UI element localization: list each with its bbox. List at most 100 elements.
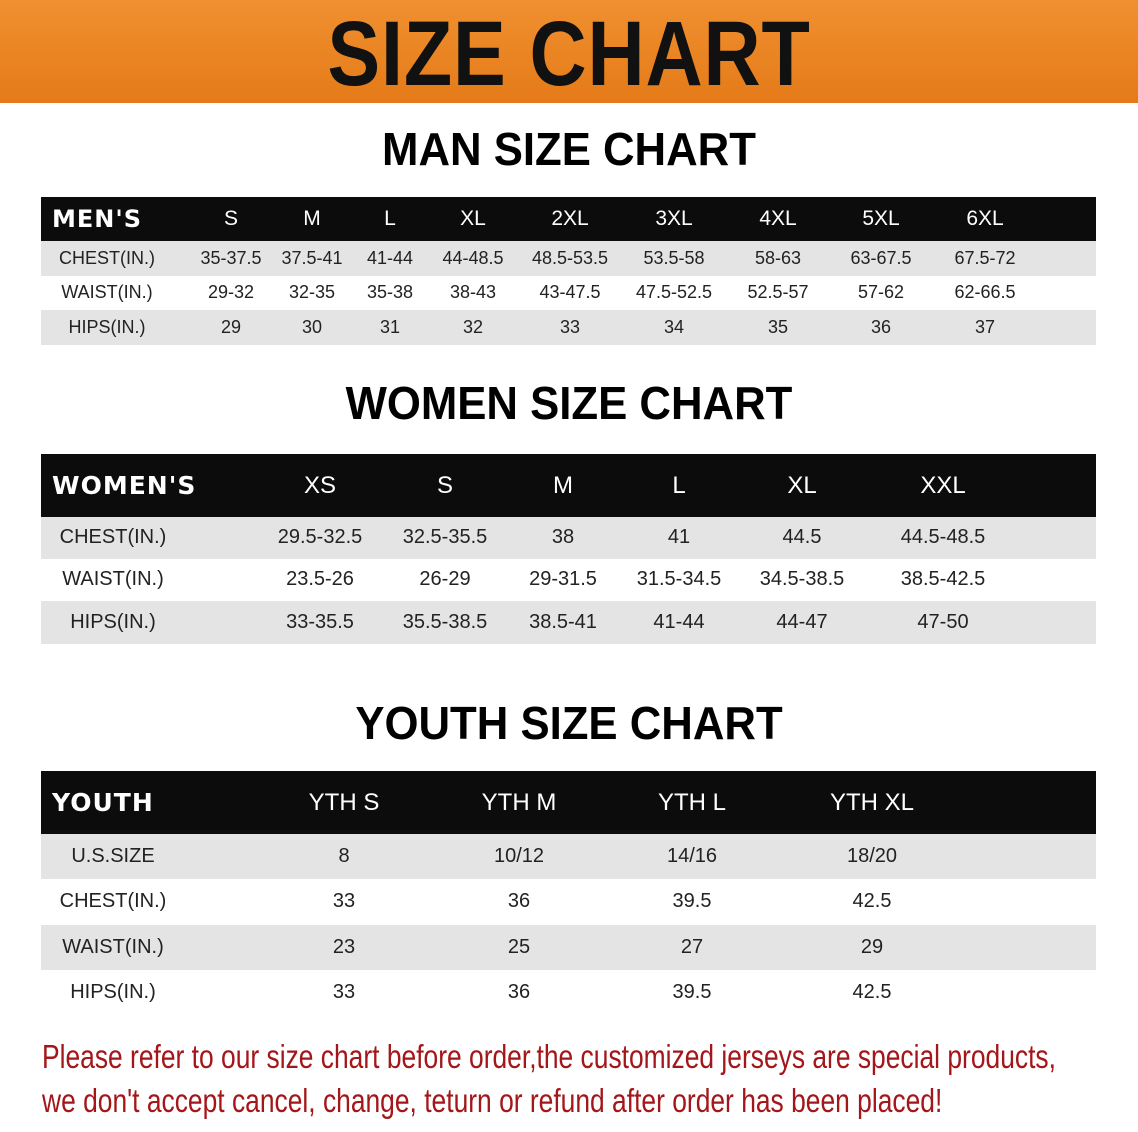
table-cell: 34.5-38.5 (759, 568, 845, 590)
size-column-header: XXL (920, 471, 966, 499)
table-cell: 33 (332, 980, 356, 1003)
men-size-table: MEN'S S M L XL 2XL 3XL 4XL 5XL 6XL CHEST(IN.) 35-37… (41, 197, 1096, 345)
table-cell: 35 (767, 316, 789, 337)
table-cell: 52.5-57 (747, 282, 809, 302)
table-cell: 23 (332, 935, 356, 958)
table-cell: 39.5 (672, 980, 712, 1003)
size-column-header: XL (787, 471, 817, 499)
size-column-header: YTH M (481, 788, 557, 816)
women-header-row: WOMEN'S XS S M L XL XXL (41, 454, 1096, 517)
footer-notice-line-2: we don't accept cancel, change, teturn o… (42, 1082, 943, 1119)
row-label: WAIST(IN.) (61, 282, 153, 302)
table-cell: 32-35 (288, 282, 336, 302)
table-cell: 44-48.5 (442, 247, 504, 268)
table-cell: 44-47 (776, 610, 828, 633)
table-cell: 32.5-35.5 (402, 526, 488, 548)
table-cell: 33 (332, 890, 356, 912)
table-row: HIPS(IN.) 29 30 31 32 33 34 35 36 37 (41, 310, 1096, 345)
table-cell: 33-35.5 (286, 610, 354, 633)
table-row: U.S.SIZE 8 10/12 14/16 18/20 (41, 834, 1096, 879)
table-cell: 37.5-41 (281, 247, 343, 268)
size-column-header: M (303, 206, 321, 230)
size-column-header: 2XL (551, 206, 589, 230)
table-cell: 18/20 (846, 844, 898, 867)
table-cell: 27 (680, 935, 704, 958)
table-cell: 35-38 (366, 282, 414, 302)
table-row: WAIST(IN.) 23.5-26 26-29 29-31.5 31.5-34.5 34… (41, 559, 1096, 601)
table-cell: 31.5-34.5 (636, 568, 722, 590)
table-cell: 67.5-72 (954, 247, 1016, 268)
footer-notice-line-1: Please refer to our size chart before or… (42, 1038, 1056, 1075)
page-title: SIZE CHART (327, 3, 811, 105)
size-column-header: YTH XL (829, 788, 915, 816)
men-header-row: MEN'S S M L XL 2XL 3XL 4XL 5XL 6XL (41, 197, 1096, 241)
table-cell: 38.5-41 (529, 610, 597, 633)
row-label: HIPS(IN.) (70, 980, 156, 1003)
table-cell: 34 (663, 316, 685, 337)
row-label: WAIST(IN.) (62, 935, 164, 958)
row-label: CHEST(IN.) (59, 890, 167, 912)
size-column-header: 6XL (966, 206, 1004, 230)
youth-section-title: YOUTH SIZE CHART (355, 697, 783, 749)
table-cell: 23.5-26 (286, 568, 354, 590)
table-cell: 47.5-52.5 (635, 282, 713, 302)
table-cell: 29 (220, 316, 242, 337)
table-cell: 38 (551, 526, 575, 548)
row-label: CHEST(IN.) (59, 526, 167, 548)
size-column-header: YTH S (308, 788, 380, 816)
table-cell: 33 (559, 316, 581, 337)
title-banner: SIZE CHART (0, 0, 1138, 105)
table-row: CHEST(IN.) 33 36 39.5 42.5 (41, 879, 1096, 925)
table-cell: 63-67.5 (850, 247, 912, 268)
size-column-header: 4XL (759, 206, 797, 230)
table-cell: 41-44 (366, 247, 414, 268)
table-cell: 42.5 (852, 980, 892, 1003)
size-column-header: XL (460, 206, 486, 230)
table-cell: 14/16 (666, 844, 718, 867)
youth-header-label: YOUTH (52, 788, 154, 817)
table-cell: 58-63 (754, 247, 802, 268)
table-cell: 26-29 (419, 568, 471, 590)
size-column-header: M (553, 471, 573, 499)
men-section-title: MAN SIZE CHART (382, 123, 756, 175)
row-label: WAIST(IN.) (62, 568, 164, 590)
size-column-header: 3XL (655, 206, 693, 230)
size-column-header: S (223, 206, 239, 230)
table-row: WAIST(IN.) 23 25 27 29 (41, 925, 1096, 970)
table-row: WAIST(IN.) 29-32 32-35 35-38 38-43 43-47.5 47.… (41, 276, 1096, 310)
table-row: HIPS(IN.) 33-35.5 35.5-38.5 38.5-41 41-44 44-… (41, 601, 1096, 644)
table-cell: 29-31.5 (529, 568, 597, 590)
table-cell: 42.5 (852, 890, 892, 912)
table-cell: 37 (974, 316, 996, 337)
women-size-table: WOMEN'S XS S M L XL XXL CHEST(IN.) 29.5-32.5 32.5… (41, 454, 1096, 644)
table-cell: 29-32 (207, 282, 255, 302)
table-cell: 57-62 (857, 282, 905, 302)
size-column-header: YTH L (657, 788, 727, 816)
size-column-header: S (436, 471, 454, 499)
table-cell: 62-66.5 (954, 282, 1016, 302)
table-cell: 8 (338, 844, 350, 867)
table-cell: 48.5-53.5 (531, 247, 609, 268)
size-column-header: 5XL (862, 206, 900, 230)
table-cell: 44.5 (782, 526, 822, 548)
row-label: CHEST(IN.) (59, 247, 155, 268)
table-cell: 36 (507, 980, 531, 1003)
table-row: HIPS(IN.) 33 36 39.5 42.5 (41, 970, 1096, 1015)
table-cell: 41 (667, 526, 691, 548)
table-cell: 44.5-48.5 (900, 526, 986, 548)
table-cell: 30 (301, 316, 323, 337)
youth-size-table: YOUTH YTH S YTH M YTH L YTH XL U.S.SIZE 8 10/12… (41, 771, 1096, 1015)
table-cell: 43-47.5 (539, 282, 601, 302)
table-cell: 35.5-38.5 (402, 610, 488, 633)
table-cell: 41-44 (653, 610, 705, 633)
table-cell: 53.5-58 (643, 247, 705, 268)
table-cell: 10/12 (493, 844, 545, 867)
table-cell: 39.5 (672, 890, 712, 912)
table-cell: 35-37.5 (200, 247, 262, 268)
row-label: HIPS(IN.) (68, 316, 146, 337)
men-header-label: MEN'S (52, 205, 142, 233)
size-column-header: L (672, 471, 686, 499)
row-label: HIPS(IN.) (70, 610, 156, 633)
women-header-label: WOMEN'S (52, 471, 197, 500)
table-cell: 25 (507, 935, 531, 958)
